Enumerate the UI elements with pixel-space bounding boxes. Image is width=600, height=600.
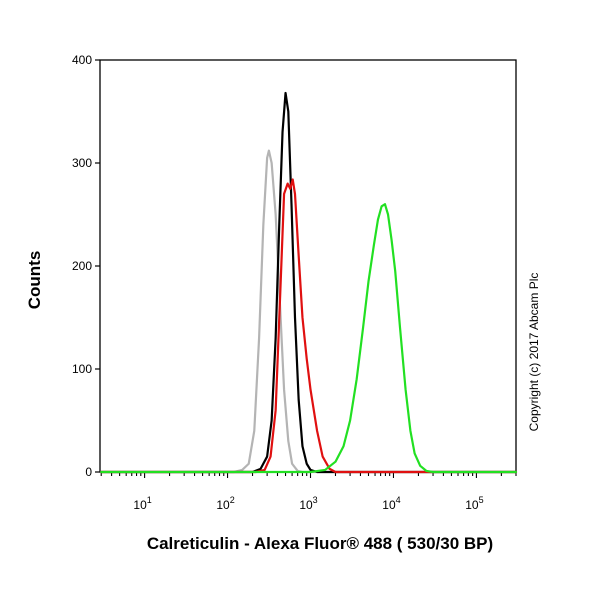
plot-frame bbox=[99, 59, 517, 473]
x-tick-label: 103 bbox=[299, 495, 317, 512]
y-tick-label: 400 bbox=[72, 53, 92, 67]
y-tick-label: 200 bbox=[72, 259, 92, 273]
series-line-2 bbox=[100, 91, 518, 474]
x-tick-label: 105 bbox=[465, 495, 483, 512]
series-line-1 bbox=[100, 149, 518, 474]
x-tick-label: 101 bbox=[133, 495, 151, 512]
x-tick-label: 104 bbox=[382, 495, 400, 512]
y-tick-label: 100 bbox=[72, 362, 92, 376]
y-tick-label: 300 bbox=[72, 156, 92, 170]
x-tick-label: 102 bbox=[216, 495, 234, 512]
series-line-4 bbox=[100, 203, 518, 474]
series-line-3 bbox=[100, 178, 518, 474]
y-axis-title: Counts bbox=[25, 251, 44, 310]
copyright-notice: Copyright (c) 2017 Abcam Plc bbox=[527, 273, 541, 432]
x-axis-title: Calreticulin - Alexa Fluor® 488 ( 530/30… bbox=[147, 534, 493, 553]
y-tick-label: 0 bbox=[85, 465, 92, 479]
